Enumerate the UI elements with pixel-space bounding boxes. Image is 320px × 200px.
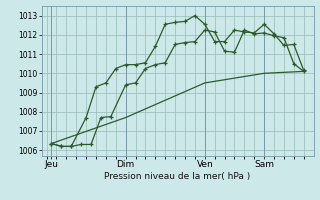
X-axis label: Pression niveau de la mer( hPa ): Pression niveau de la mer( hPa ) bbox=[104, 172, 251, 181]
